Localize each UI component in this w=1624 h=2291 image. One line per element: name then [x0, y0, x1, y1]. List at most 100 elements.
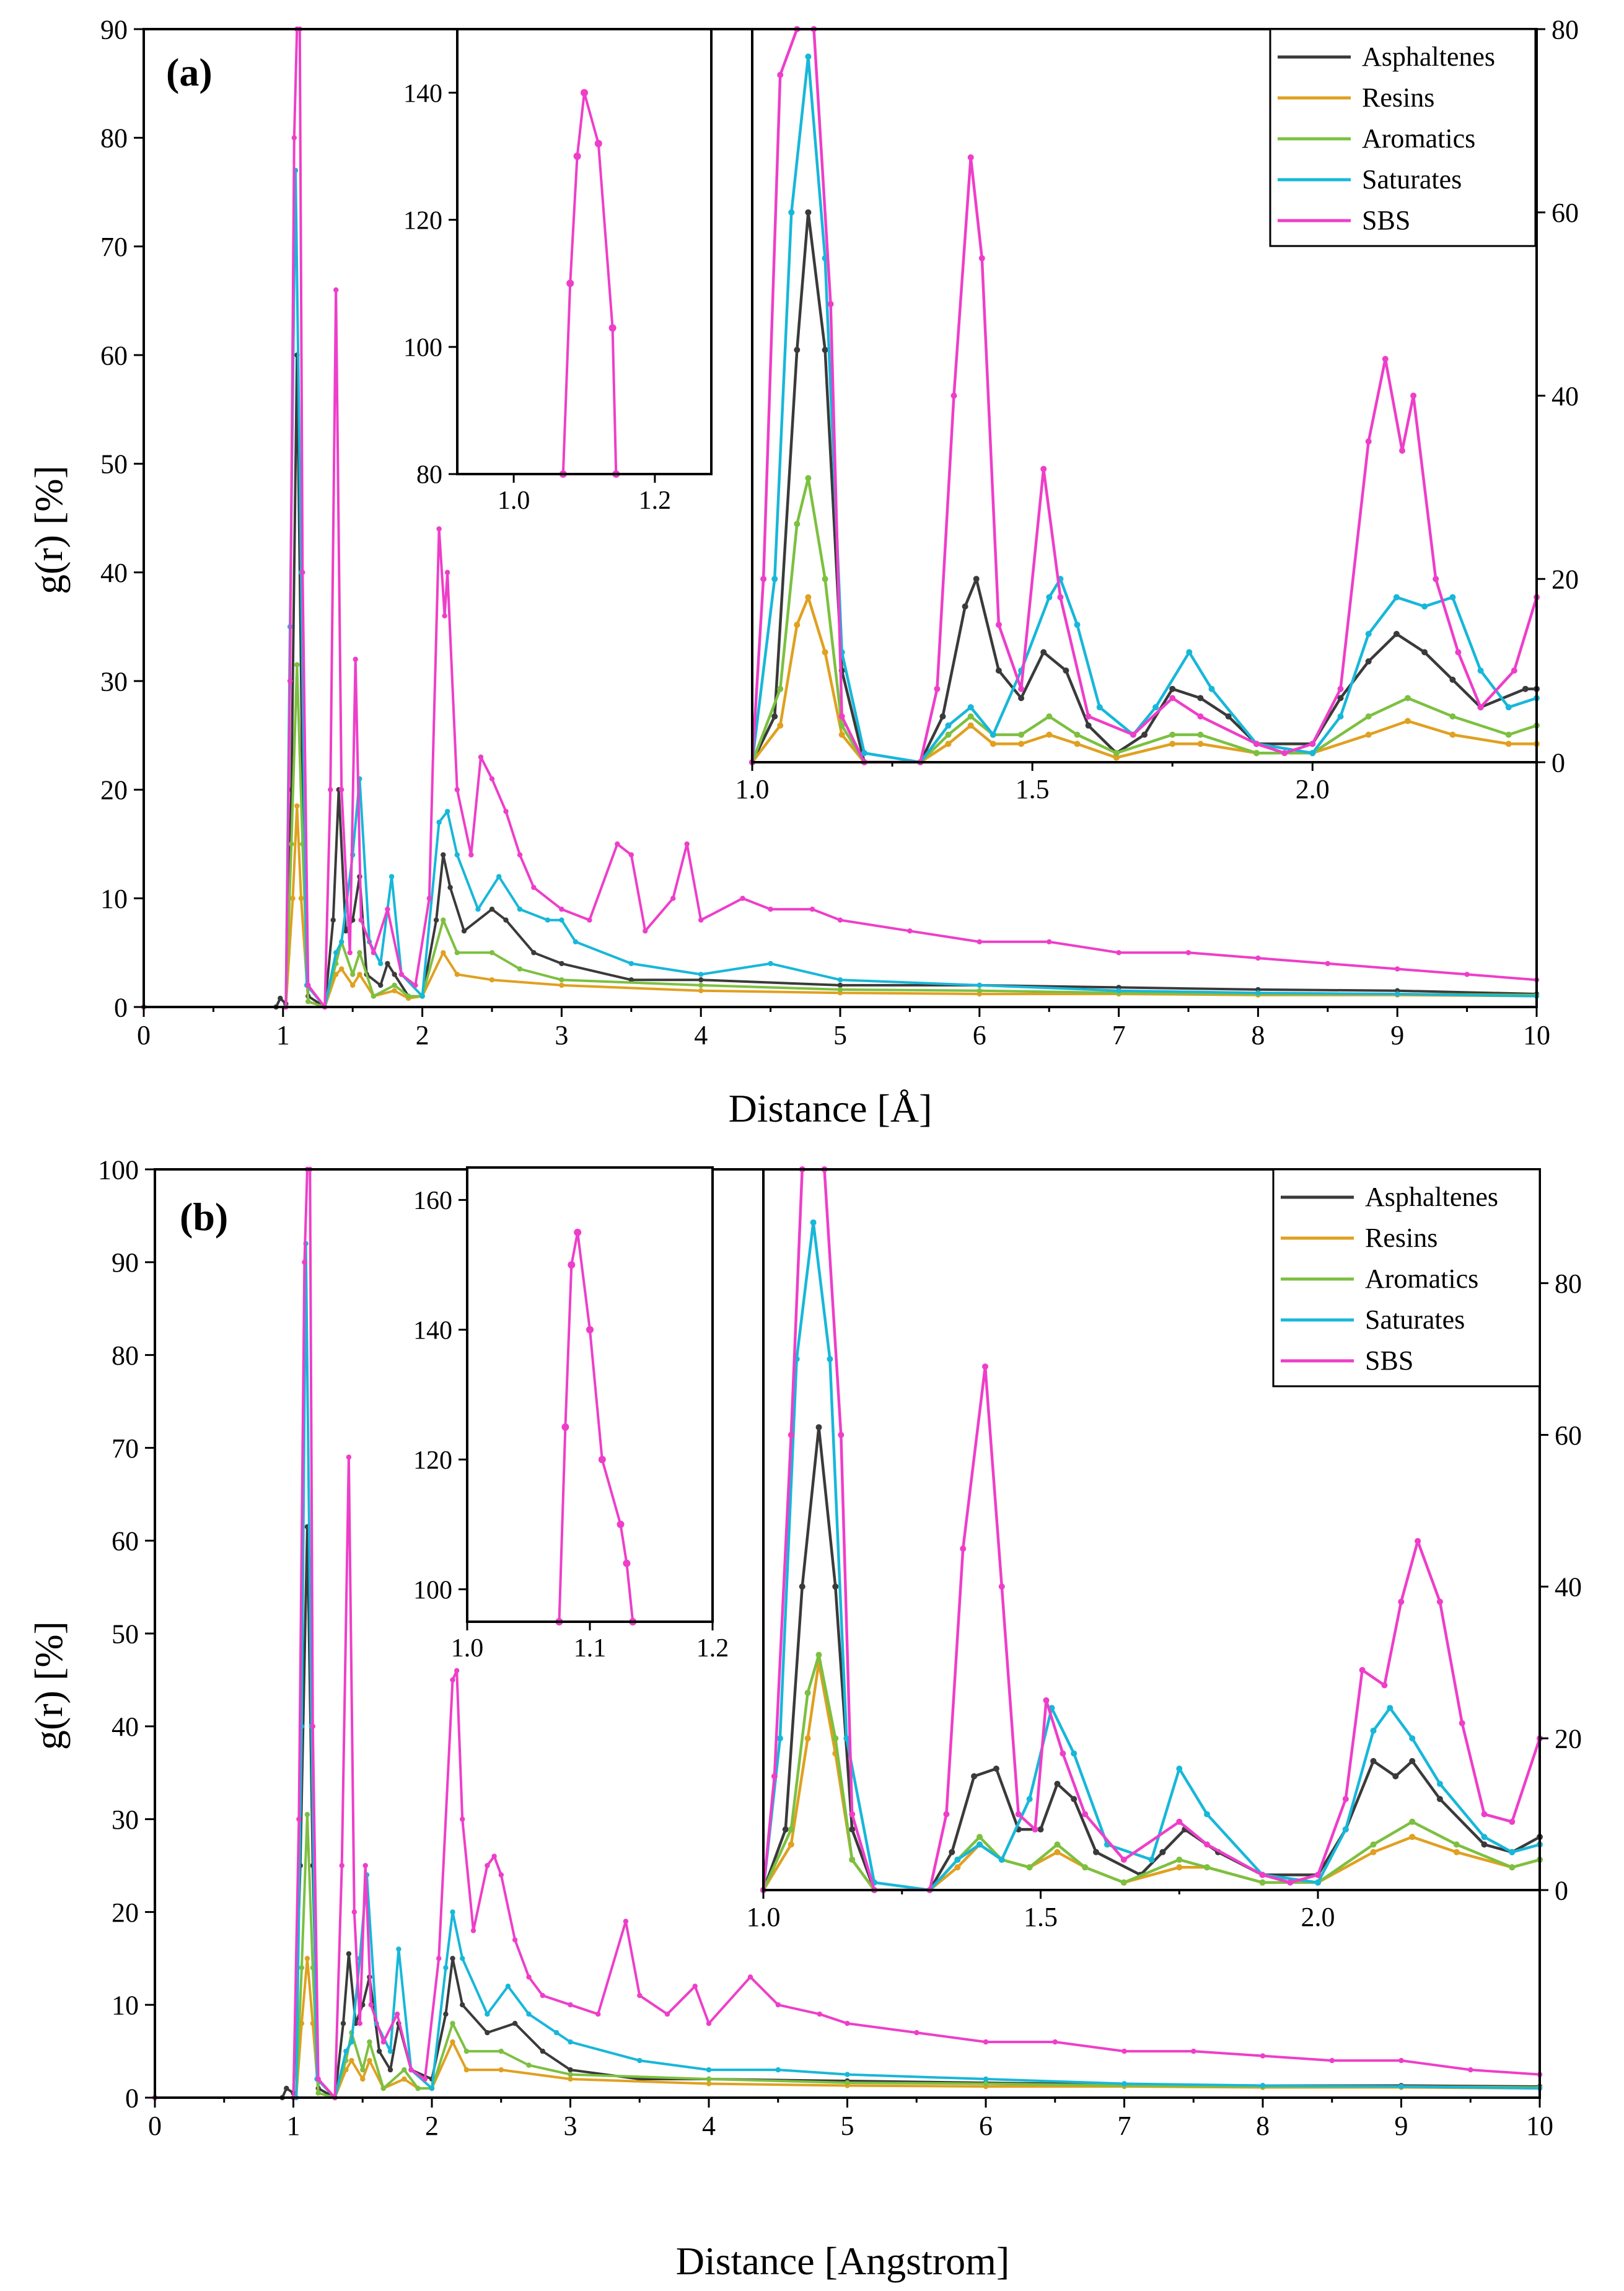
b-detail-point-resins-15 [1176, 1864, 1183, 1871]
b-detail-point-asphaltenes-4 [832, 1583, 839, 1590]
a-detail-point-sbs-12 [978, 255, 985, 262]
b-main-x-tick-label-10: 10 [1526, 2111, 1553, 2141]
a-detail-y-tick-label-20: 20 [1552, 565, 1579, 595]
b-main-point-saturates-31 [1398, 2083, 1404, 2090]
a-main-point-asphaltenes-25 [503, 917, 509, 923]
a-main-point-sbs-40 [809, 907, 815, 912]
a-detail-point-aromatics-9 [967, 713, 974, 720]
a-zoom-y-tick-label-80: 80 [416, 461, 442, 490]
a-main-point-sbs-10 [333, 287, 339, 292]
panel-a-legend-label-resins: Resins [1362, 82, 1434, 113]
a-detail-point-sbs-16 [1057, 594, 1064, 600]
a-detail-point-aromatics-22 [1505, 731, 1512, 738]
b-detail-point-saturates-13 [1071, 1750, 1078, 1757]
b-detail-point-asphaltenes-27 [1481, 1841, 1488, 1848]
a-main-y-tick-label-70: 70 [100, 232, 128, 262]
a-detail-point-saturates-23 [1365, 631, 1372, 637]
a-main-point-asphaltenes-22 [447, 884, 453, 890]
b-zoom-point-sbs-4 [586, 1326, 594, 1334]
b-main-point-sbs-16 [394, 2012, 400, 2017]
b-detail-point-asphaltenes-5 [849, 1826, 856, 1833]
b-detail-point-sbs-25 [1359, 1667, 1366, 1673]
b-detail-point-saturates-4 [827, 1356, 833, 1363]
a-detail-point-resins-12 [1046, 731, 1053, 738]
b-detail-point-sbs-31 [1481, 1811, 1488, 1818]
a-detail-point-sbs-21 [1253, 741, 1260, 747]
b-zoom-point-sbs-1 [561, 1423, 569, 1431]
b-main-point-aromatics-15 [450, 2021, 455, 2026]
b-main-point-saturates-7 [343, 2048, 349, 2054]
b-detail-y-tick-label-20: 20 [1555, 1724, 1582, 1754]
a-detail-point-sbs-23 [1309, 741, 1316, 747]
a-main-point-sbs-12 [347, 950, 353, 956]
a-main-point-sbs-39 [768, 907, 773, 912]
b-main-point-resins-15 [450, 2039, 455, 2045]
a-main-point-sbs-18 [413, 982, 418, 988]
a-main-point-aromatics-17 [489, 950, 495, 956]
panel-a-legend-label-saturates: Saturates [1362, 164, 1462, 195]
a-detail-point-resins-16 [1197, 741, 1204, 747]
b-main-point-saturates-20 [505, 1984, 511, 1989]
a-main-y-tick-label-80: 80 [100, 123, 128, 154]
a-detail-point-sbs-20 [1197, 713, 1204, 720]
b-main-y-tick-label-60: 60 [112, 1526, 139, 1557]
a-main-point-asphaltenes-11 [343, 928, 349, 934]
panel-a-label: (a) [166, 50, 213, 94]
a-detail-point-aromatics-14 [1113, 750, 1120, 757]
b-detail-series-saturates [763, 1221, 1540, 1890]
a-main-point-resins-16 [454, 972, 460, 977]
a-detail-y-tick-label-80: 80 [1552, 14, 1579, 45]
a-detail-point-asphaltenes-8 [939, 713, 946, 720]
a-main-x-tick-label-5: 5 [833, 1020, 847, 1050]
b-main-x-tick-label-7: 7 [1118, 2111, 1131, 2141]
a-detail-point-sbs-18 [1130, 731, 1136, 738]
a-detail-point-asphaltenes-11 [995, 667, 1002, 674]
a-main-point-saturates-24 [573, 939, 579, 945]
a-detail-point-aromatics-11 [1018, 731, 1025, 738]
b-main-point-aromatics-19 [568, 2072, 573, 2077]
b-main-x-tick-label-3: 3 [564, 2111, 577, 2141]
b-main-point-sbs-11 [351, 1909, 357, 1915]
b-main-point-aromatics-17 [498, 2048, 504, 2054]
b-main-point-sbs-20 [450, 1677, 455, 1683]
a-detail-y-tick-label-60: 60 [1552, 198, 1579, 228]
a-detail-point-asphaltenes-25 [1393, 631, 1400, 637]
a-main-point-sbs-35 [670, 895, 676, 901]
a-detail-point-asphaltenes-2 [794, 346, 801, 353]
a-detail-point-saturates-1 [771, 576, 778, 583]
b-main-point-sbs-30 [568, 2002, 573, 2008]
b-detail-frame [762, 1168, 1541, 1891]
a-detail-point-aromatics-1 [777, 685, 784, 692]
b-detail-point-saturates-15 [1148, 1857, 1155, 1863]
a-main-point-sbs-25 [478, 754, 484, 760]
a-main-point-saturates-16 [436, 819, 442, 825]
b-detail-point-sbs-11 [982, 1363, 988, 1370]
b-detail-point-sbs-22 [1287, 1879, 1294, 1886]
a-main-point-sbs-28 [517, 852, 523, 858]
b-detail-point-aromatics-13 [1082, 1864, 1089, 1871]
b-main-point-sbs-39 [817, 2012, 823, 2017]
b-main-point-sbs-17 [408, 2067, 414, 2073]
a-main-y-tick-label-90: 90 [100, 14, 128, 45]
b-main-point-sbs-3 [302, 1259, 307, 1265]
b-main-point-saturates-25 [706, 2067, 712, 2073]
b-detail-point-aromatics-15 [1176, 1857, 1183, 1863]
a-main-point-sbs-37 [698, 917, 704, 923]
a-main-point-saturates-7 [333, 950, 339, 956]
b-main-point-sbs-26 [498, 1872, 504, 1878]
a-main-point-aromatics-20 [698, 982, 704, 988]
b-zoom-point-sbs-5 [598, 1456, 606, 1464]
b-main-point-saturates-12 [387, 2048, 393, 2054]
b-main-point-aromatics-12 [402, 2067, 407, 2073]
a-main-x-tick-label-1: 1 [276, 1020, 290, 1050]
panel-a-legend-label-asphaltenes: Asphaltenes [1362, 42, 1495, 72]
b-main-y-tick-label-90: 90 [112, 1247, 139, 1278]
a-detail-point-resins-22 [1505, 741, 1512, 747]
b-detail-point-resins-2 [804, 1735, 811, 1742]
b-detail-point-saturates-26 [1509, 1849, 1516, 1855]
a-main-point-asphaltenes-20 [433, 917, 439, 923]
a-detail-point-asphaltenes-18 [1169, 685, 1176, 692]
a-main-point-sbs-44 [1047, 939, 1052, 945]
b-main-point-asphaltenes-10 [346, 1951, 352, 1956]
